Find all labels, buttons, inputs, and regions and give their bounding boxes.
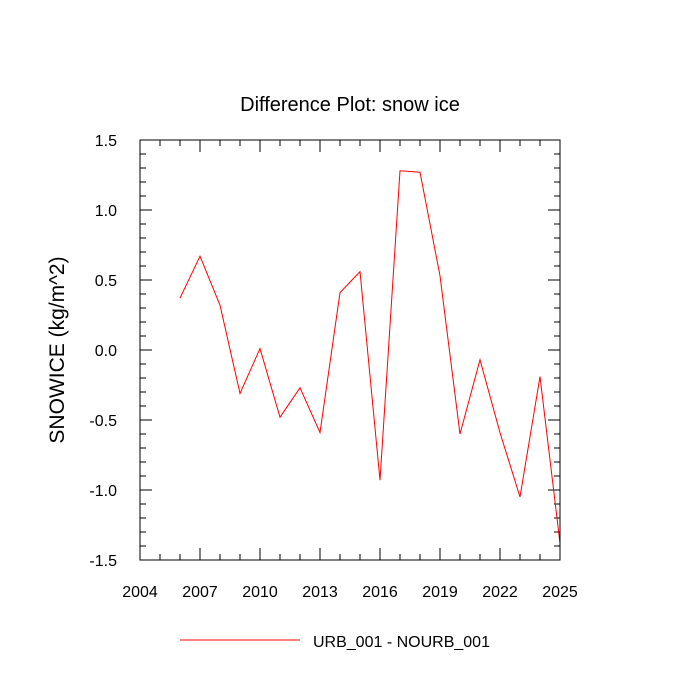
x-tick-label: 2010 xyxy=(242,584,278,601)
x-tick-label: 2004 xyxy=(122,584,158,601)
x-tick-label: 2013 xyxy=(302,584,338,601)
y-tick-label: -1.5 xyxy=(89,553,117,570)
x-tick-labels: 2004 2007 2010 2013 2016 2019 2022 2025 xyxy=(122,584,578,601)
y-tick-label: 0.5 xyxy=(95,273,117,290)
minor-ticks xyxy=(140,140,560,560)
y-tick-label: 1.5 xyxy=(95,133,117,150)
chart-title: Difference Plot: snow ice xyxy=(240,94,460,116)
x-tick-label: 2022 xyxy=(482,584,518,601)
x-tick-label: 2025 xyxy=(542,584,578,601)
legend: URB_001 - NOURB_001 xyxy=(180,634,490,651)
y-axis-label: SNOWICE (kg/m^2) xyxy=(46,256,69,443)
x-tick-label: 2019 xyxy=(422,584,458,601)
x-tick-label: 2016 xyxy=(362,584,398,601)
legend-series-label: URB_001 - NOURB_001 xyxy=(313,634,490,651)
major-ticks xyxy=(139,139,561,561)
y-tick-label: -1.0 xyxy=(89,483,117,500)
y-tick-label: 1.0 xyxy=(95,203,117,220)
y-tick-labels: -1.5 -1.0 -0.5 0.0 0.5 1.0 1.5 xyxy=(89,133,117,570)
series-line xyxy=(179,170,561,544)
y-tick-label: -0.5 xyxy=(89,413,117,430)
plot-frame xyxy=(139,139,561,561)
y-tick-label: 0.0 xyxy=(95,343,117,360)
series-layer xyxy=(179,170,561,544)
x-tick-label: 2007 xyxy=(182,584,218,601)
